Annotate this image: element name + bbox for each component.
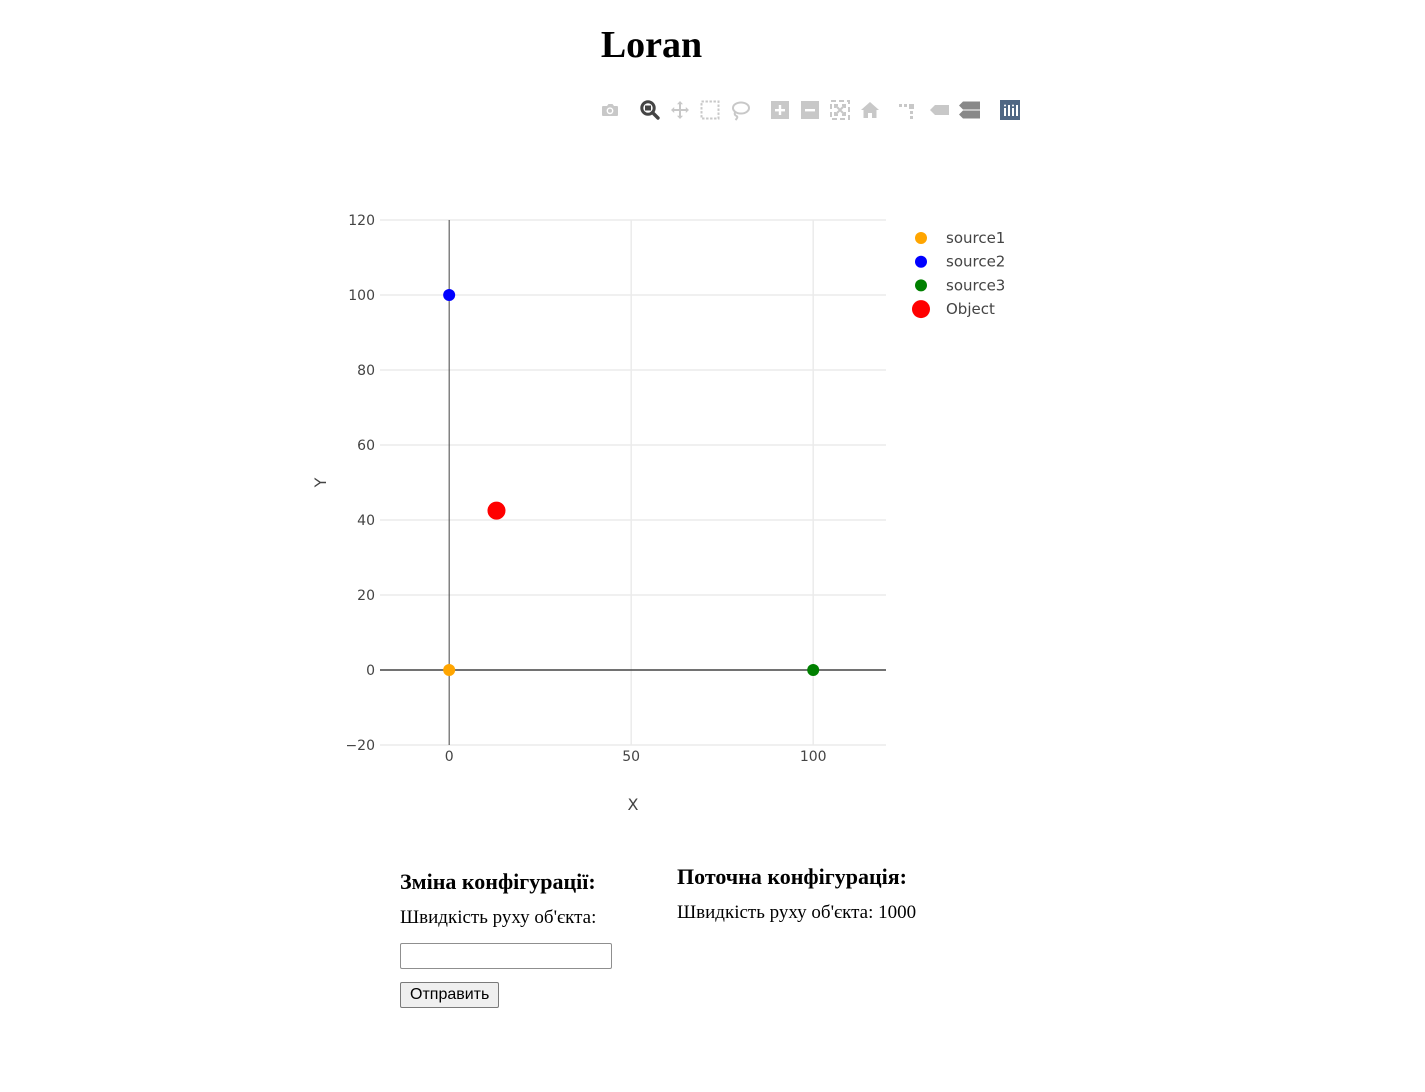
current-config: Поточна конфігурація: Швидкість руху об'… xyxy=(677,861,1077,927)
legend-item-source2[interactable]: source2 xyxy=(915,253,1005,271)
y-tick-label: 80 xyxy=(357,363,375,379)
y-tick-label: 0 xyxy=(366,663,375,679)
zoom-in-icon[interactable] xyxy=(767,97,793,123)
legend-marker xyxy=(915,279,927,292)
data-point-source2[interactable] xyxy=(443,289,456,301)
y-tick-label: 40 xyxy=(357,513,375,529)
y-tick-label: 100 xyxy=(348,288,375,304)
legend-item-source3[interactable]: source3 xyxy=(915,276,1005,294)
legend-label: Object xyxy=(946,300,995,318)
submit-button[interactable]: Отправить xyxy=(400,982,500,1008)
legend-label: source3 xyxy=(946,276,1005,294)
page-title: Loran xyxy=(600,24,703,66)
y-tick-label: 20 xyxy=(357,588,375,604)
x-tick-label: 0 xyxy=(445,749,454,765)
speed-label: Швидкість руху об'єкта: xyxy=(400,907,597,928)
legend-item-object[interactable]: Object xyxy=(912,300,995,319)
x-tick-label: 100 xyxy=(800,749,827,765)
y-axis-title: Y xyxy=(311,477,330,488)
zoom-out-icon[interactable] xyxy=(797,97,823,123)
pan-icon[interactable] xyxy=(667,97,693,123)
autoscale-icon[interactable] xyxy=(827,97,853,123)
config-form-heading: Зміна конфігурації: xyxy=(400,869,596,894)
x-axis-title: X xyxy=(628,795,639,814)
hover-compare-icon[interactable] xyxy=(957,97,983,123)
camera-icon[interactable] xyxy=(597,97,623,123)
legend-marker xyxy=(915,255,927,268)
plotly-logo-icon[interactable] xyxy=(997,97,1023,123)
data-point-source1[interactable] xyxy=(443,664,456,676)
data-point-source3[interactable] xyxy=(807,664,820,676)
legend-label: source2 xyxy=(946,253,1005,271)
config-form: Зміна конфігурації: Швидкість руху об'єк… xyxy=(400,866,660,1008)
legend-marker xyxy=(912,300,930,319)
legend-label: source1 xyxy=(946,229,1005,247)
scatter-chart[interactable]: −20 0 20 40 60 80 100 120 0 50 100 X Y source1 sour… xyxy=(300,190,1060,830)
hover-closest-icon[interactable] xyxy=(927,97,953,123)
chart-legend: source1 source2 source3 Object xyxy=(912,229,1005,319)
data-point-object[interactable] xyxy=(487,501,506,520)
x-tick-label: 50 xyxy=(622,749,640,765)
lasso-select-icon[interactable] xyxy=(727,97,753,123)
current-config-heading: Поточна конфігурація: xyxy=(677,864,907,889)
legend-marker xyxy=(915,232,927,244)
y-tick-label: −20 xyxy=(345,738,375,754)
speed-input[interactable] xyxy=(400,943,612,969)
current-speed-text: Швидкість руху об'єкта: 1000 xyxy=(677,902,917,923)
reset-axes-icon[interactable] xyxy=(857,97,883,123)
toggle-spike-lines-icon[interactable] xyxy=(894,97,920,123)
box-select-icon[interactable] xyxy=(697,97,723,123)
zoom-icon[interactable] xyxy=(637,97,663,123)
y-tick-label: 60 xyxy=(357,438,375,454)
legend-item-source1[interactable]: source1 xyxy=(915,229,1005,247)
y-tick-label: 120 xyxy=(348,213,375,229)
